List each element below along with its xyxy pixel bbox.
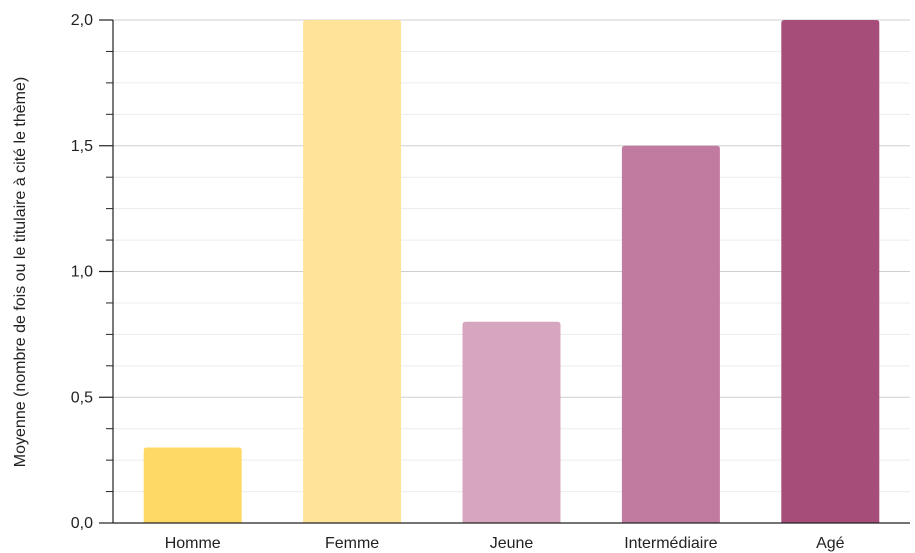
x-tick-label: Intermédiaire xyxy=(624,535,717,552)
y-tick-label: 1,5 xyxy=(71,138,93,155)
y-tick-label: 0,5 xyxy=(71,389,93,406)
x-tick-labels: Homme Femme Jeune Intermédiaire Agé xyxy=(165,535,845,552)
bar-femme xyxy=(303,20,402,523)
x-tick-label: Agé xyxy=(816,535,845,552)
y-axis-title: Moyenne (nombre de fois ou le titulaire … xyxy=(12,77,29,467)
bar-homme xyxy=(143,447,242,523)
bar-age xyxy=(781,20,880,523)
y-tick-label: 0,0 xyxy=(71,515,93,532)
y-tick-labels: 0,0 0,5 1,0 1,5 2,0 xyxy=(71,12,93,532)
x-tick-label: Jeune xyxy=(490,535,534,552)
x-tick-label: Homme xyxy=(165,535,221,552)
bar-jeune xyxy=(462,321,561,523)
bars xyxy=(143,20,880,523)
axes xyxy=(99,19,910,524)
y-tick-label: 1,0 xyxy=(71,264,93,281)
y-tick-label: 2,0 xyxy=(71,12,93,29)
x-tick-label: Femme xyxy=(325,535,379,552)
bar-intermediaire xyxy=(621,145,720,523)
